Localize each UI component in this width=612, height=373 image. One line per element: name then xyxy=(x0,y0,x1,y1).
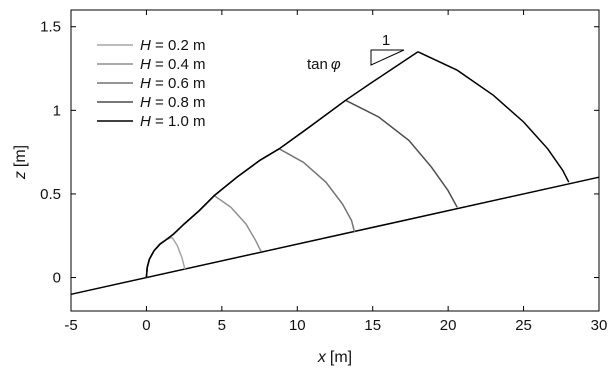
bed-line xyxy=(70,176,600,296)
legend-value: = 0.8 m xyxy=(151,94,206,111)
legend-var: H xyxy=(140,94,151,111)
series-front-line xyxy=(278,148,356,233)
x-tick-label: 25 xyxy=(515,317,532,334)
x-tick-label: 15 xyxy=(364,317,381,334)
legend-label: H = 0.6 m xyxy=(140,75,205,92)
legend-var: H xyxy=(140,56,151,73)
legend-var: H xyxy=(140,37,151,54)
y-axis-title: z [m] xyxy=(12,145,29,180)
x-tick-label: 0 xyxy=(142,317,150,334)
y-tick-label: 0.5 xyxy=(40,186,61,203)
slope-run-label: 1 xyxy=(382,32,390,49)
legend-item: H = 0.6 m xyxy=(97,75,205,92)
y-axis-var: z xyxy=(12,171,29,180)
legend-label: H = 1.0 m xyxy=(140,113,205,130)
legend: H = 0.2 mH = 0.4 mH = 0.6 mH = 0.8 mH = … xyxy=(97,37,205,130)
x-axis-title: x [m] xyxy=(317,349,352,366)
legend-var: H xyxy=(140,113,151,130)
legend-item: H = 0.2 m xyxy=(97,37,205,54)
legend-item: H = 0.4 m xyxy=(97,56,205,73)
y-tick-label: 1 xyxy=(53,102,61,119)
x-axis-var: x xyxy=(317,349,327,366)
legend-value: = 0.4 m xyxy=(151,56,206,73)
plot-background xyxy=(71,10,599,311)
legend-label: H = 0.2 m xyxy=(140,37,205,54)
slope-label: tan φ xyxy=(307,56,341,73)
x-tick-label: 20 xyxy=(440,317,457,334)
x-tick-label: 5 xyxy=(218,317,226,334)
x-axis-unit: [m] xyxy=(330,349,352,366)
legend-var: H xyxy=(140,75,151,92)
y-tick-label: 0 xyxy=(53,270,61,287)
data-layer xyxy=(70,51,600,296)
series-h-1 xyxy=(145,51,570,278)
series-front-line xyxy=(417,51,570,183)
series-front-line xyxy=(213,194,262,252)
legend-item: H = 1.0 m xyxy=(97,113,205,130)
legend-value: = 1.0 m xyxy=(151,113,206,130)
series-front-line xyxy=(345,99,458,208)
slope-tan-text: tan xyxy=(307,56,328,73)
series-upper-line xyxy=(145,51,419,278)
legend-item: H = 0.8 m xyxy=(97,94,205,111)
x-tick-label: -5 xyxy=(64,317,77,334)
series-front-line xyxy=(171,236,186,270)
slope-phi-symbol: φ xyxy=(331,56,341,73)
y-tick-label: 1.5 xyxy=(40,19,61,36)
y-axis-unit: [m] xyxy=(12,145,29,167)
slope-triangle-icon xyxy=(370,49,405,66)
legend-label: H = 0.8 m xyxy=(140,94,205,111)
ticks-layer: -5 0 5 10 15 20 25 30 0 0.5 1 1.5 xyxy=(40,10,607,334)
legend-label: H = 0.4 m xyxy=(140,56,205,73)
legend-value: = 0.6 m xyxy=(151,75,206,92)
x-tick-label: 30 xyxy=(591,317,608,334)
plot-frame xyxy=(70,9,600,312)
x-tick-label: 10 xyxy=(289,317,306,334)
slope-annotation: tan φ 1 xyxy=(307,32,405,73)
legend-value: = 0.2 m xyxy=(151,37,206,54)
